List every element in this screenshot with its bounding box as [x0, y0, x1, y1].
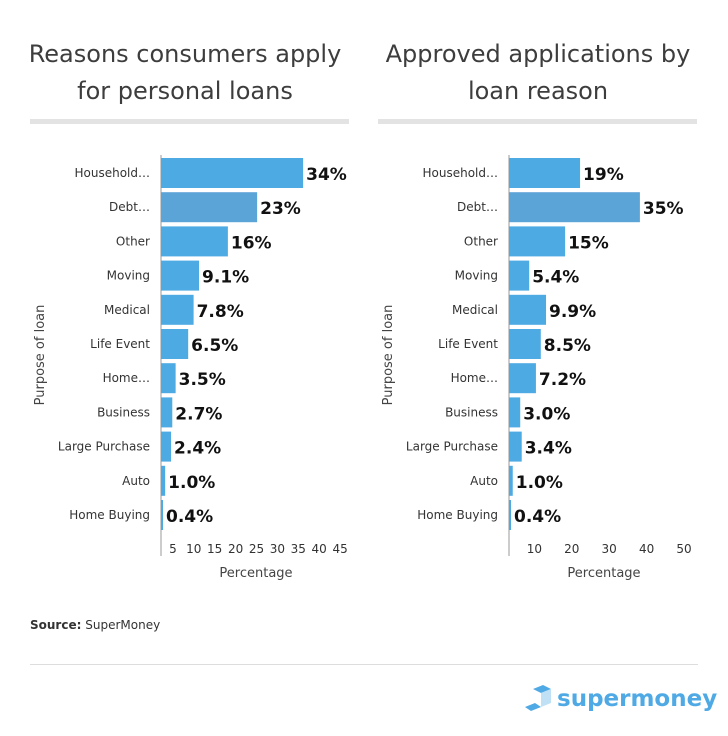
category-label: Large Purchase: [406, 440, 498, 454]
data-label: 3.0%: [523, 404, 570, 424]
chart-title-right: Approved applications by loan reason: [385, 40, 691, 105]
data-label: 7.2%: [539, 370, 586, 390]
category-label: Home Buying: [69, 508, 150, 522]
data-label: 0.4%: [166, 507, 213, 527]
category-label: Large Purchase: [58, 440, 150, 454]
y-axis-label: Purpose of loan: [381, 305, 396, 406]
data-label: 1.0%: [516, 473, 563, 493]
x-tick-label: 25: [249, 542, 264, 556]
category-label: Medical: [452, 303, 498, 317]
bar: [161, 329, 189, 359]
y-axis-label: Purpose of loan: [33, 305, 48, 406]
x-tick-label: 10: [186, 542, 201, 556]
data-label: 3.4%: [525, 439, 572, 459]
data-label: 19%: [583, 165, 624, 185]
source-label: Source:: [30, 618, 82, 632]
bar: [509, 465, 513, 496]
data-label: 1.0%: [168, 473, 215, 493]
title-divider: [30, 119, 349, 124]
logo-cube-icon: [525, 685, 551, 711]
data-label: 9.1%: [202, 268, 249, 288]
bar: [509, 192, 640, 223]
data-label: 3.5%: [179, 370, 226, 390]
x-tick-label: 10: [527, 542, 542, 556]
x-tick-label: 30: [270, 542, 285, 556]
category-label: Moving: [107, 269, 150, 283]
category-label: Home Buying: [417, 508, 498, 522]
category-label: Other: [116, 234, 150, 248]
x-tick-label: 15: [207, 542, 222, 556]
category-label: Household…: [74, 166, 150, 180]
data-label: 16%: [231, 233, 272, 253]
bar: [509, 363, 536, 394]
data-label: 23%: [260, 199, 301, 219]
x-tick-label: 30: [602, 542, 617, 556]
data-label: 34%: [306, 165, 347, 185]
data-label: 9.9%: [549, 302, 596, 322]
category-label: Debt…: [109, 200, 150, 214]
bar: [161, 192, 258, 223]
x-tick-label: 5: [169, 542, 177, 556]
bar: [509, 260, 530, 291]
bar: [161, 158, 304, 188]
bar: [161, 363, 176, 394]
category-label: Medical: [104, 303, 150, 317]
bar: [509, 397, 521, 428]
bar: [509, 294, 547, 325]
data-label: 0.4%: [514, 507, 561, 527]
data-label: 35%: [643, 199, 684, 219]
source-note: Source: SuperMoney: [30, 618, 160, 632]
category-label: Business: [97, 405, 150, 419]
x-tick-label: 45: [332, 542, 347, 556]
bar: [161, 226, 228, 257]
bar: [509, 500, 511, 530]
category-label: Moving: [455, 269, 498, 283]
x-tick-label: 40: [312, 542, 327, 556]
chart-title-left: Reasons consumers apply for personal loa…: [28, 40, 342, 105]
x-tick-label: 20: [228, 542, 243, 556]
data-label: 2.7%: [175, 404, 222, 424]
x-tick-label: 40: [639, 542, 654, 556]
bar: [161, 431, 172, 462]
footer-divider: [30, 664, 698, 665]
bar: [161, 397, 173, 428]
category-label: Auto: [470, 474, 498, 488]
x-tick-label: 50: [676, 542, 691, 556]
category-label: Business: [445, 405, 498, 419]
bar: [161, 465, 166, 496]
data-label: 6.5%: [191, 336, 238, 356]
bar: [509, 431, 522, 462]
bar: [509, 226, 566, 257]
category-label: Other: [464, 234, 498, 248]
category-label: Home…: [451, 371, 498, 385]
charts: Household… 34% Debt… 23% Other 16% Moving 9.1% M…: [33, 155, 692, 581]
x-axis-label: Percentage: [219, 566, 292, 581]
data-label: 5.4%: [532, 268, 579, 288]
source-value: SuperMoney: [85, 618, 161, 632]
category-label: Auto: [122, 474, 150, 488]
x-tick-label: 20: [564, 542, 579, 556]
category-label: Home…: [103, 371, 150, 385]
data-label: 15%: [568, 233, 609, 253]
category-label: Debt…: [457, 200, 498, 214]
x-axis-label: Percentage: [567, 566, 640, 581]
data-label: 8.5%: [544, 336, 591, 356]
category-label: Household…: [422, 166, 498, 180]
bar: [161, 294, 194, 325]
data-label: 7.8%: [197, 302, 244, 322]
data-label: 2.4%: [174, 439, 221, 459]
bar: [509, 329, 541, 359]
supermoney-logo: supermoney: [523, 685, 717, 713]
category-label: Life Event: [90, 337, 150, 351]
bar: [509, 158, 581, 188]
category-label: Life Event: [438, 337, 498, 351]
logo-text: supermoney: [557, 686, 718, 712]
x-tick-label: 35: [291, 542, 306, 556]
bar: [161, 260, 200, 291]
title-divider: [378, 119, 697, 124]
bar: [161, 500, 163, 530]
